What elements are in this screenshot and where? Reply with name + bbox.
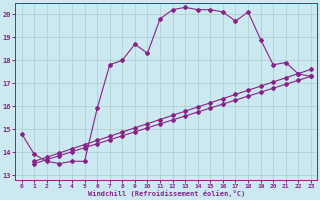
X-axis label: Windchill (Refroidissement éolien,°C): Windchill (Refroidissement éolien,°C): [88, 190, 245, 197]
